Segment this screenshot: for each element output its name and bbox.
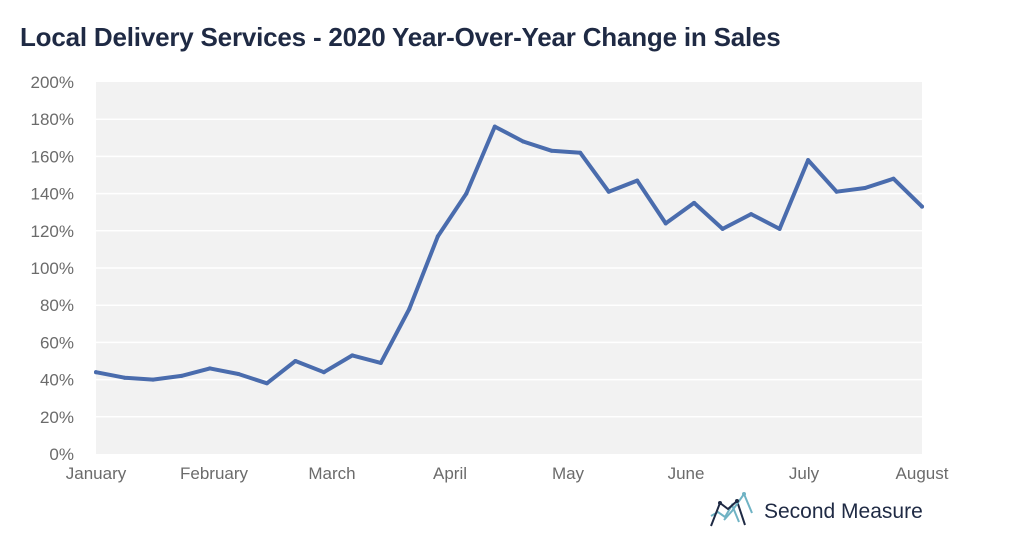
data-point xyxy=(435,234,440,239)
data-point xyxy=(293,359,298,363)
data-point xyxy=(122,375,127,380)
series-line xyxy=(94,124,924,386)
data-point xyxy=(236,372,241,376)
y-tick-label: 0% xyxy=(49,445,74,464)
y-tick-label: 140% xyxy=(31,185,74,204)
x-tick-label: February xyxy=(180,464,249,483)
data-point xyxy=(492,124,497,129)
y-tick-label: 200% xyxy=(31,73,74,92)
y-tick-label: 40% xyxy=(40,371,74,390)
data-point xyxy=(891,176,896,181)
data-point xyxy=(749,212,754,217)
data-point xyxy=(378,360,383,365)
x-tick-label: June xyxy=(668,464,705,483)
y-tick-label: 20% xyxy=(40,408,74,427)
data-point xyxy=(578,150,583,155)
data-point xyxy=(350,353,355,358)
x-tick-label: May xyxy=(552,464,585,483)
y-axis-tick-labels: 0% 20% 40% 60% 80% 100% 120% 140% 160% 180% 200% xyxy=(31,73,74,464)
data-point xyxy=(464,191,469,196)
data-point xyxy=(151,377,155,382)
data-point xyxy=(264,381,269,386)
data-point xyxy=(834,189,839,194)
x-tick-label: April xyxy=(433,464,467,483)
series-layer xyxy=(94,124,924,386)
data-point xyxy=(549,148,554,153)
line-chart-logo-icon xyxy=(710,492,753,527)
data-point xyxy=(663,221,668,226)
data-point xyxy=(692,200,697,205)
gridlines xyxy=(96,118,922,418)
y-tick-label: 60% xyxy=(40,333,74,352)
data-point xyxy=(606,189,611,194)
brand-name: Second Measure xyxy=(764,500,923,523)
data-point xyxy=(920,204,924,209)
y-tick-label: 160% xyxy=(31,147,74,166)
y-tick-label: 120% xyxy=(31,222,74,241)
data-point xyxy=(407,306,412,311)
data-point xyxy=(806,158,811,163)
data-point xyxy=(635,178,640,183)
x-tick-label: January xyxy=(66,464,127,483)
data-point xyxy=(179,373,184,378)
x-axis-tick-labels: January February March April May June July Augu… xyxy=(66,464,949,483)
x-tick-label: July xyxy=(789,464,820,483)
x-tick-label: March xyxy=(308,464,355,483)
y-tick-label: 80% xyxy=(40,296,74,315)
y-tick-label: 180% xyxy=(31,110,74,129)
chart-title: Local Delivery Services - 2020 Year-Over… xyxy=(20,22,781,52)
data-point xyxy=(521,139,526,144)
brand-logo: Second Measure xyxy=(708,492,923,532)
x-tick-label: August xyxy=(896,464,949,483)
data-point xyxy=(94,370,98,375)
data-point xyxy=(321,370,326,375)
data-point xyxy=(777,226,782,231)
data-point xyxy=(720,226,725,231)
data-point xyxy=(863,186,867,190)
y-tick-label: 100% xyxy=(31,259,74,278)
data-point xyxy=(207,366,212,371)
